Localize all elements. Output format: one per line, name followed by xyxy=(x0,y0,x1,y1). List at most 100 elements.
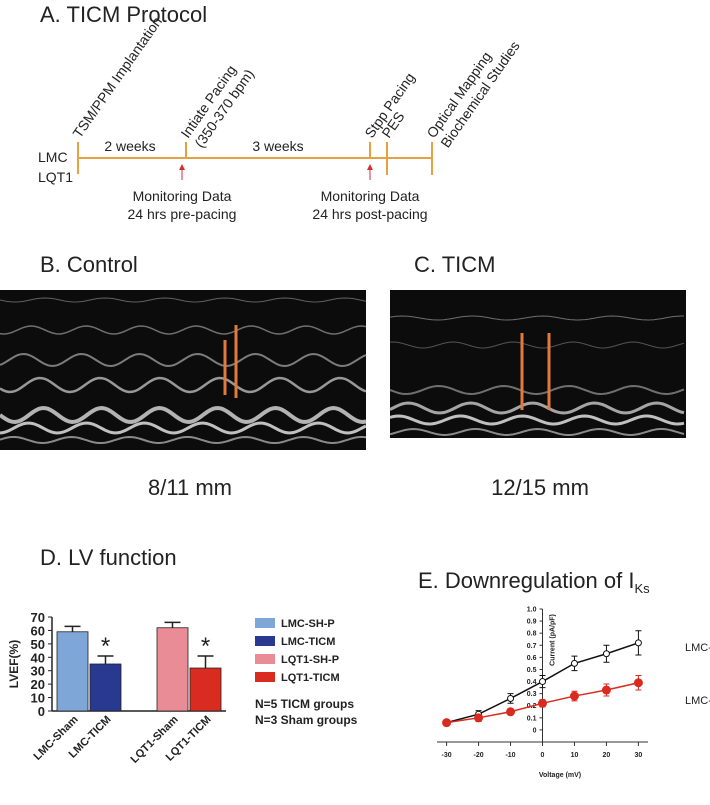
point xyxy=(569,691,579,701)
y-tick-label: 10 xyxy=(31,691,45,706)
point xyxy=(633,678,643,688)
panel-title: A. TICM Protocol xyxy=(40,2,207,27)
group-label: LMC xyxy=(38,149,68,165)
significance: * xyxy=(101,633,110,660)
echo-band xyxy=(389,341,685,349)
point xyxy=(601,685,611,695)
panel-title: C. TICM xyxy=(414,252,495,277)
y-tick-label: 0.1 xyxy=(527,715,537,722)
x-tick-label: 30 xyxy=(635,752,643,759)
x-tick-label: 0 xyxy=(541,752,545,759)
error-bar xyxy=(64,625,81,632)
x-tick-label: 20 xyxy=(603,752,611,759)
y-tick-label: 0 xyxy=(533,727,537,734)
error-bar xyxy=(197,655,214,669)
series-label: LMC-TICM xyxy=(685,695,710,707)
panel-title: D. LV function xyxy=(40,545,177,570)
point xyxy=(442,718,452,728)
point xyxy=(474,713,484,723)
echo-band xyxy=(0,297,367,303)
error-bar xyxy=(164,621,181,628)
echo-texture xyxy=(0,297,685,445)
echo-band xyxy=(389,414,685,426)
y-tick-label: 0.7 xyxy=(527,643,537,650)
echo-band xyxy=(0,405,367,425)
y-tick-label: 0.6 xyxy=(527,655,537,662)
y-tick-label: 20 xyxy=(31,677,45,692)
legend-label: LMC-TICM xyxy=(281,636,335,648)
point xyxy=(506,707,516,717)
y-tick-label: 0.4 xyxy=(527,679,537,686)
legend-label: LMC-SH-P xyxy=(281,618,335,630)
monitoring-label: Monitoring Data xyxy=(133,188,232,204)
echo-band xyxy=(389,401,685,415)
legend-swatch xyxy=(255,618,275,628)
event-text: TSM/PPM Implantation xyxy=(69,14,165,141)
y-axis-label: LVEF(%) xyxy=(7,640,21,688)
x-tick-label: 10 xyxy=(571,752,579,759)
x-tick-label: -10 xyxy=(505,752,515,759)
series-label: LMC-SH-P xyxy=(685,642,710,654)
y-tick-label: 0.3 xyxy=(527,691,537,698)
event-label: Intiate Pacing(350-370 bpm) xyxy=(177,62,257,150)
echo-band xyxy=(0,325,367,335)
y-tick-label: 0.9 xyxy=(527,619,537,626)
panel-title: B. Control xyxy=(40,252,138,277)
y-tick-label: 70 xyxy=(31,610,45,625)
point xyxy=(602,650,610,658)
arrow-head xyxy=(179,164,185,170)
note: N=5 TICM groups xyxy=(255,697,354,711)
echo-band xyxy=(389,427,685,437)
measurement: 8/11 mm xyxy=(148,475,232,500)
bar xyxy=(189,667,222,712)
interval-label: 3 weeks xyxy=(252,138,303,154)
y-tick-label: 30 xyxy=(31,664,45,679)
point xyxy=(634,639,642,647)
significance: * xyxy=(201,633,210,660)
point xyxy=(538,698,547,708)
y-tick-label: 0.5 xyxy=(527,667,537,674)
y-tick-label: 60 xyxy=(31,623,45,638)
point xyxy=(570,659,578,667)
y-axis-label: Current (pA/pF) xyxy=(550,614,557,666)
point xyxy=(507,694,515,702)
error-bar xyxy=(97,655,114,664)
bar xyxy=(56,631,89,712)
legend-label: LQT1-TICM xyxy=(281,672,340,684)
note: N=3 Sham groups xyxy=(255,713,358,727)
echo-band xyxy=(0,421,367,435)
echo-band xyxy=(0,435,367,445)
echo-band xyxy=(389,315,684,321)
bar xyxy=(156,627,189,712)
monitoring-label: 24 hrs pre-pacing xyxy=(128,206,237,222)
interval-label: 2 weeks xyxy=(104,138,155,154)
measurement: 12/15 mm xyxy=(491,475,589,500)
title-main: E. Downregulation of I xyxy=(418,568,634,593)
y-tick-label: 40 xyxy=(31,650,45,665)
legend-swatch xyxy=(255,654,275,664)
arrow-head xyxy=(367,164,373,170)
echo-band xyxy=(0,352,367,368)
bar xyxy=(89,663,122,712)
monitoring-label: 24 hrs post-pacing xyxy=(312,206,427,222)
legend-swatch xyxy=(255,672,275,682)
point xyxy=(539,678,546,686)
y-tick-label: 1.0 xyxy=(527,607,537,614)
y-tick-label: 0 xyxy=(38,704,45,719)
y-tick-label: 50 xyxy=(31,637,45,652)
panel-title: E. Downregulation of IKs xyxy=(418,568,650,596)
event-label: TSM/PPM Implantation xyxy=(69,14,165,141)
x-axis-label: Voltage (mV) xyxy=(539,772,581,779)
echo-band xyxy=(389,384,685,396)
title-subscript: Ks xyxy=(634,581,650,596)
y-tick-label: 0.8 xyxy=(527,631,537,638)
echo-band xyxy=(0,376,367,394)
legend-swatch xyxy=(255,636,275,646)
group-label: LQT1 xyxy=(38,169,73,185)
x-tick-label: -30 xyxy=(442,752,452,759)
x-tick-label: -20 xyxy=(473,752,483,759)
legend-label: LQT1-SH-P xyxy=(281,654,339,666)
